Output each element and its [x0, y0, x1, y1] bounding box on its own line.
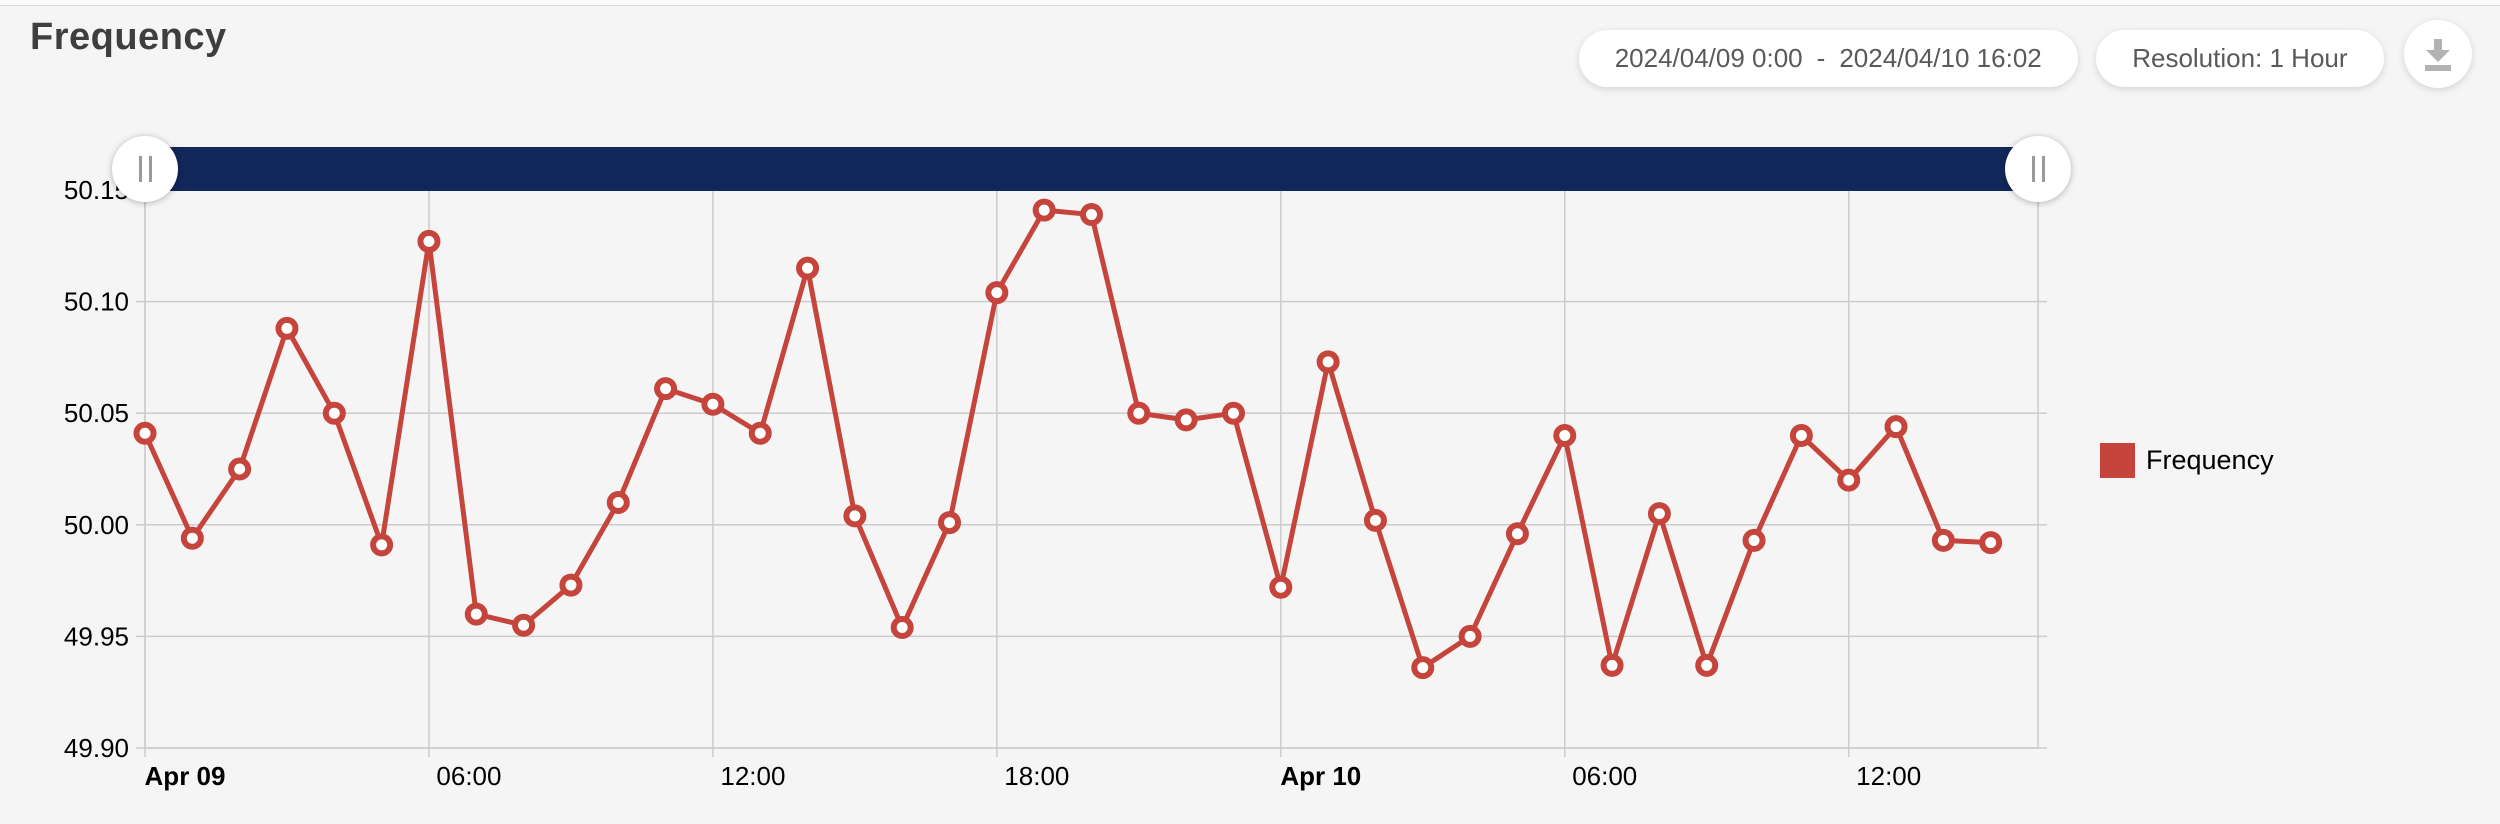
- series-line-frequency: [142, 207, 1991, 671]
- page-title: Frequency: [30, 16, 227, 58]
- data-point[interactable]: [559, 573, 583, 597]
- data-point[interactable]: [1742, 528, 1766, 552]
- data-point[interactable]: [322, 401, 346, 425]
- legend-label: Frequency: [2146, 444, 2274, 475]
- download-button[interactable]: [2404, 20, 2472, 88]
- data-point[interactable]: [1789, 424, 1813, 448]
- data-point[interactable]: [1411, 656, 1435, 680]
- data-point[interactable]: [796, 256, 820, 280]
- data-point[interactable]: [606, 490, 630, 514]
- date-range-start: 2024/04/09 0:00: [1614, 42, 1803, 73]
- data-point[interactable]: [1032, 198, 1056, 222]
- data-point[interactable]: [654, 377, 678, 401]
- data-point[interactable]: [1837, 468, 1861, 492]
- data-point[interactable]: [275, 316, 299, 340]
- data-point[interactable]: [985, 281, 1009, 305]
- date-range-button[interactable]: 2024/04/09 0:00 - 2024/04/10 16:02: [1578, 29, 2078, 87]
- data-point[interactable]: [1600, 653, 1624, 677]
- y-axis-label: 50.00: [64, 510, 129, 540]
- data-point[interactable]: [1363, 508, 1387, 532]
- data-point[interactable]: [1316, 350, 1340, 374]
- date-range-end: 2024/04/10 16:02: [1839, 42, 2042, 73]
- data-point[interactable]: [748, 421, 772, 445]
- data-point[interactable]: [1553, 424, 1577, 448]
- header-controls: 2024/04/09 0:00 - 2024/04/10 16:02 Resol…: [1565, 20, 2472, 90]
- data-point[interactable]: [228, 457, 252, 481]
- data-point[interactable]: [1931, 528, 1955, 552]
- x-axis-label: Apr 10: [1280, 761, 1361, 791]
- data-point[interactable]: [1221, 401, 1245, 425]
- data-point[interactable]: [1269, 575, 1293, 599]
- date-range-separator: -: [1816, 42, 1826, 73]
- x-axis-label: Apr 09: [145, 761, 226, 791]
- data-point[interactable]: [701, 392, 725, 416]
- data-point[interactable]: [133, 421, 157, 445]
- data-point[interactable]: [370, 533, 394, 557]
- top-divider: [0, 5, 2500, 6]
- y-axis-label: 50.05: [64, 398, 129, 428]
- data-point[interactable]: [890, 615, 914, 639]
- data-point[interactable]: [1458, 624, 1482, 648]
- data-point[interactable]: [1979, 531, 2003, 555]
- data-point[interactable]: [1127, 401, 1151, 425]
- download-icon: [2425, 39, 2451, 71]
- data-point[interactable]: [464, 602, 488, 626]
- y-axis-label: 50.10: [64, 287, 129, 317]
- legend-item-frequency[interactable]: Frequency: [2100, 442, 2274, 478]
- legend-swatch: [2100, 442, 2135, 478]
- range-handle-right[interactable]: [2005, 136, 2071, 202]
- data-point[interactable]: [1174, 408, 1198, 432]
- x-axis-label: 18:00: [1004, 761, 1069, 791]
- drag-grip-icon: [2041, 156, 2045, 182]
- drag-grip-icon: [2031, 156, 2035, 182]
- data-point[interactable]: [843, 504, 867, 528]
- resolution-button[interactable]: Resolution: 1 Hour: [2096, 29, 2384, 87]
- data-point[interactable]: [1505, 522, 1529, 546]
- top-strip: [0, 0, 2500, 5]
- drag-grip-icon: [138, 156, 142, 182]
- data-point[interactable]: [180, 526, 204, 550]
- data-point[interactable]: [417, 229, 441, 253]
- data-point[interactable]: [1884, 415, 1908, 439]
- y-axis-label: 49.90: [64, 733, 129, 763]
- range-selector-bar[interactable]: [145, 147, 2038, 191]
- resolution-label: Resolution: 1 Hour: [2132, 42, 2348, 73]
- drag-grip-icon: [148, 156, 152, 182]
- data-point[interactable]: [1647, 502, 1671, 526]
- x-axis-label: 12:00: [720, 761, 785, 791]
- range-handle-left[interactable]: [112, 136, 178, 202]
- y-axis-label: 49.95: [64, 621, 129, 651]
- x-axis-label: 06:00: [1572, 761, 1637, 791]
- data-point[interactable]: [1695, 653, 1719, 677]
- data-point[interactable]: [512, 613, 536, 637]
- x-axis-label: 06:00: [436, 761, 501, 791]
- data-point[interactable]: [1080, 203, 1103, 227]
- data-point[interactable]: [938, 511, 962, 535]
- x-axis-label: 12:00: [1856, 761, 1921, 791]
